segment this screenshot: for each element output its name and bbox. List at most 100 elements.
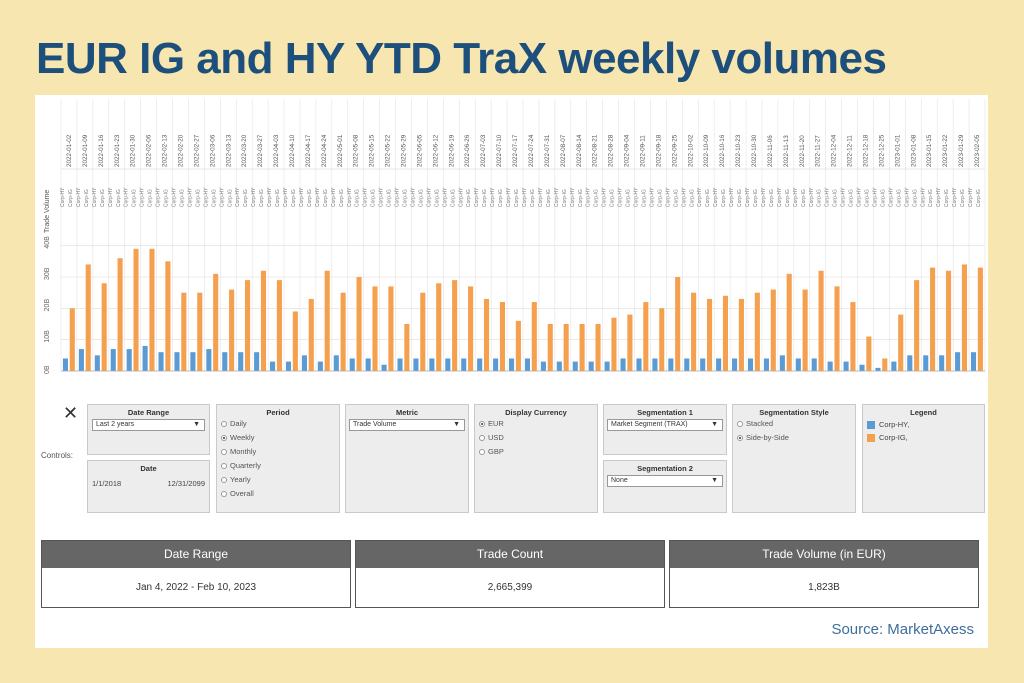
x-tick-label: 2023-01-01 [894, 134, 901, 167]
sub-category-label: Corp-HY [156, 187, 162, 207]
bar-corp-ig [181, 292, 187, 371]
sub-category-label: Corp-HY [140, 187, 146, 207]
legend-item-ig[interactable]: Corp-IG, [867, 433, 908, 442]
currency-option-eur[interactable]: EUR [479, 419, 504, 428]
bar-corp-ig [197, 292, 203, 371]
bar-corp-hy [652, 358, 658, 371]
date-start-input[interactable]: 1/1/2018 [92, 479, 122, 488]
x-tick-label: 2022-03-06 [209, 134, 216, 167]
sub-category-label: Corp-HY [76, 187, 82, 207]
seg-style-control: Segmentation Style Stacked Side-by-Side [732, 404, 856, 513]
sub-category-label: Corp-HY [219, 187, 225, 207]
metric-dropdown[interactable]: Trade Volume ▼ [349, 419, 465, 431]
sub-category-label: Corp-HY [347, 187, 353, 207]
x-tick-label: 2022-05-01 [337, 134, 344, 167]
bar-corp-ig [388, 286, 394, 371]
radio-icon [479, 420, 485, 427]
chevron-down-icon: ▼ [711, 477, 718, 484]
chevron-down-icon: ▼ [193, 421, 200, 428]
bar-corp-ig [468, 286, 474, 371]
seg-style-option-label: Stacked [746, 419, 774, 428]
seg-style-option-label: Side-by-Side [746, 433, 789, 442]
currency-title: Display Currency [505, 408, 567, 417]
x-tick-label: 2022-04-17 [305, 134, 312, 167]
bar-corp-hy [827, 361, 833, 371]
x-tick-label: 2022-02-20 [177, 134, 184, 167]
period-option-label: Weekly [230, 433, 255, 442]
sub-category-label: Corp-IG [594, 189, 600, 207]
sub-category-label: Corp-HY [522, 187, 528, 207]
radio-icon [221, 420, 227, 427]
chevron-down-icon: ▼ [711, 421, 718, 428]
sub-category-label: Corp-IG [880, 189, 886, 207]
sub-category-label: Corp-IG [801, 189, 807, 207]
sub-category-label: Corp-IG [689, 189, 695, 207]
sub-category-label: Corp-HY [634, 187, 640, 207]
seg-style-option-side-by-side[interactable]: Side-by-Side [737, 433, 789, 442]
bar-corp-hy [891, 361, 897, 371]
period-option-quarterly[interactable]: Quarterly [221, 461, 261, 470]
sub-category-label: Corp-IG [530, 189, 536, 207]
stat-header: Trade Count [356, 541, 664, 568]
y-tick-label: 30B [44, 267, 51, 280]
sub-category-label: Corp-IG [179, 189, 185, 207]
currency-option-usd[interactable]: USD [479, 433, 504, 442]
period-option-yearly[interactable]: Yearly [221, 475, 251, 484]
radio-icon [221, 462, 227, 469]
date-title: Date [140, 464, 157, 473]
sub-category-label: Corp-IG [211, 189, 217, 207]
period-control: Period Daily Weekly Monthly Quarterly Yearly… [216, 404, 340, 513]
sub-category-label: Corp-IG [514, 189, 520, 207]
bar-corp-ig [579, 324, 585, 371]
sub-category-label: Corp-IG [418, 189, 424, 207]
sub-category-label: Corp-HY [538, 187, 544, 207]
bar-corp-ig [914, 280, 920, 371]
bar-corp-hy [222, 352, 228, 371]
sub-category-label: Corp-IG [355, 189, 361, 207]
sub-category-label: Corp-IG [100, 189, 106, 207]
legend-label-ig: Corp-IG, [879, 433, 908, 442]
radio-icon [737, 420, 743, 427]
bar-corp-hy [684, 358, 690, 371]
sub-category-label: Corp-IG [657, 189, 663, 207]
bar-corp-ig [117, 258, 123, 371]
x-tick-label: 2022-05-08 [353, 134, 360, 167]
bar-corp-ig [165, 261, 171, 371]
bar-corp-hy [461, 358, 467, 371]
period-option-daily[interactable]: Daily [221, 419, 247, 428]
sub-category-label: Corp-IG [164, 189, 170, 207]
sub-category-label: Corp-HY [395, 187, 401, 207]
x-tick-label: 2022-11-06 [767, 135, 774, 167]
bar-corp-ig [483, 298, 490, 371]
x-tick-label: 2022-03-20 [241, 134, 248, 167]
date-range-value: Last 2 years [96, 421, 135, 428]
sub-category-label: Corp-HY [857, 187, 863, 207]
period-option-overall[interactable]: Overall [221, 489, 254, 498]
sub-category-label: Corp-HY [681, 187, 687, 207]
period-option-weekly[interactable]: Weekly [221, 433, 254, 442]
sub-category-label: Corp-IG [562, 189, 568, 207]
close-icon[interactable]: ✕ [63, 403, 79, 423]
bar-corp-ig [499, 302, 505, 371]
date-range-dropdown[interactable]: Last 2 years ▼ [92, 419, 205, 431]
date-end-input[interactable]: 12/31/2099 [167, 479, 205, 488]
bar-corp-hy [349, 358, 355, 371]
currency-option-gbp[interactable]: GBP [479, 447, 504, 456]
bar-corp-ig [707, 298, 713, 371]
bar-corp-ig [691, 292, 697, 371]
bar-corp-hy [811, 358, 817, 371]
sub-category-label: Corp-HY [586, 187, 592, 207]
bar-corp-hy [508, 358, 515, 371]
segmentation2-dropdown[interactable]: None ▼ [607, 475, 723, 487]
bar-corp-ig [595, 324, 601, 371]
bar-corp-ig [245, 280, 251, 371]
sub-category-label: Corp-HY [665, 187, 671, 207]
segmentation1-dropdown[interactable]: Market Segment (TRAX) ▼ [607, 419, 723, 431]
legend-item-hy[interactable]: Corp-HY, [867, 420, 909, 429]
date-control: Date 1/1/2018 12/31/2099 [87, 460, 210, 513]
x-tick-label: 2022-02-06 [146, 134, 153, 167]
x-tick-label: 2022-05-22 [385, 134, 392, 167]
period-option-monthly[interactable]: Monthly [221, 447, 256, 456]
x-tick-label: 2022-04-24 [321, 134, 328, 167]
seg-style-option-stacked[interactable]: Stacked [737, 419, 773, 428]
